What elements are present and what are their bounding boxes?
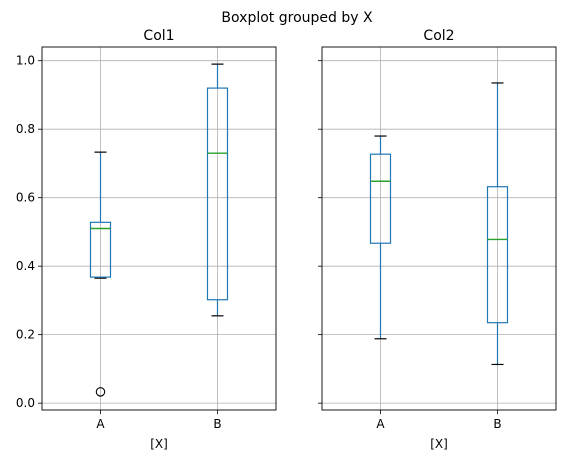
box-a — [89, 151, 112, 397]
x-tick-label: B — [493, 417, 501, 431]
y-tick-label: 0.2 — [16, 328, 35, 342]
box-iqr — [206, 87, 229, 301]
x-axis-label: [X] — [150, 437, 168, 451]
subplot-title: Col1 — [143, 28, 174, 44]
subplot-col1: 0.0 0.2 0.4 0.6 0.8 1.0 A B Col1 [X] — [16, 28, 277, 451]
box-iqr — [486, 186, 509, 324]
box-a — [369, 135, 392, 340]
x-tick-label: A — [96, 417, 105, 431]
subplot-col2: A B Col2 [X] — [318, 28, 557, 451]
box-iqr — [89, 221, 112, 278]
y-tick-label: 0.8 — [16, 122, 35, 136]
axes-frame — [41, 46, 277, 411]
y-tick-label: 0.0 — [16, 396, 35, 410]
subplot-title: Col2 — [423, 28, 454, 44]
axes-frame — [321, 46, 557, 411]
figure-suptitle: Boxplot grouped by X — [221, 10, 373, 26]
y-tick-label: 0.4 — [16, 259, 35, 273]
flier-point — [95, 387, 106, 397]
x-tick-label: A — [376, 417, 385, 431]
x-axis-label: [X] — [430, 437, 448, 451]
box-b — [486, 82, 509, 366]
y-tick-label: 0.6 — [16, 191, 35, 205]
x-tick-label: B — [213, 417, 221, 431]
y-tick-label: 1.0 — [16, 54, 35, 68]
box-iqr — [369, 153, 392, 244]
box-b — [206, 63, 229, 317]
